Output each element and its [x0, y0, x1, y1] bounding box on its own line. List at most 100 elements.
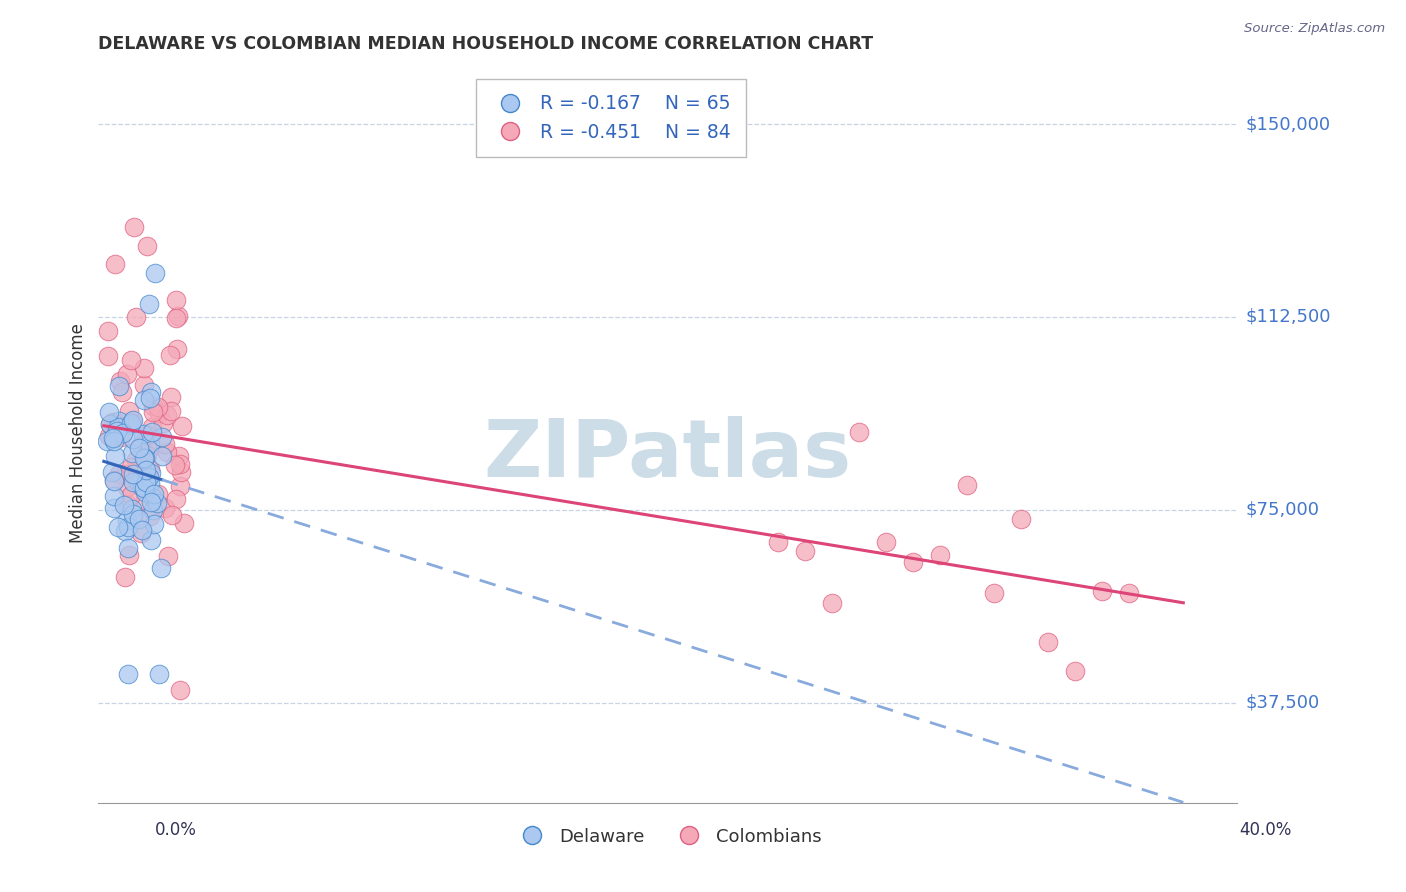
- Point: [142, 517, 165, 532]
- Text: ZIPatlas: ZIPatlas: [484, 416, 852, 494]
- Point: [97, 324, 120, 338]
- Point: [159, 348, 181, 362]
- Point: [108, 374, 131, 388]
- Point: [146, 487, 169, 501]
- Point: [127, 475, 149, 489]
- Point: [134, 493, 156, 508]
- Point: [98, 429, 121, 443]
- Point: [125, 310, 148, 324]
- Point: [120, 417, 142, 432]
- Point: [103, 473, 125, 487]
- Point: [120, 352, 142, 367]
- Point: [98, 417, 121, 432]
- Point: [148, 406, 170, 420]
- Point: [141, 419, 163, 434]
- Point: [139, 384, 162, 399]
- Point: [115, 367, 138, 381]
- Point: [117, 519, 139, 533]
- Point: [114, 467, 136, 481]
- Point: [115, 512, 138, 526]
- Point: [97, 349, 120, 363]
- Point: [956, 477, 979, 491]
- Point: [143, 266, 166, 280]
- Text: $37,500: $37,500: [1246, 694, 1320, 712]
- Point: [122, 219, 145, 234]
- Point: [1010, 511, 1032, 525]
- Point: [117, 404, 139, 418]
- Point: [120, 460, 142, 475]
- Text: $112,500: $112,500: [1246, 308, 1331, 326]
- Point: [794, 544, 817, 558]
- Point: [156, 408, 179, 422]
- Point: [160, 403, 183, 417]
- Point: [134, 451, 156, 466]
- Point: [117, 541, 139, 556]
- Point: [170, 465, 193, 479]
- Point: [107, 427, 129, 442]
- Point: [136, 239, 159, 253]
- Point: [134, 378, 156, 392]
- Y-axis label: Median Household Income: Median Household Income: [69, 323, 87, 542]
- Point: [122, 412, 145, 426]
- Text: DELAWARE VS COLOMBIAN MEDIAN HOUSEHOLD INCOME CORRELATION CHART: DELAWARE VS COLOMBIAN MEDIAN HOUSEHOLD I…: [98, 35, 873, 53]
- Point: [152, 416, 174, 430]
- Point: [128, 512, 150, 526]
- Point: [169, 682, 191, 697]
- Point: [134, 481, 156, 495]
- Point: [131, 480, 153, 494]
- Point: [156, 445, 179, 459]
- Point: [170, 419, 193, 434]
- Point: [142, 491, 165, 505]
- Point: [134, 393, 156, 408]
- Point: [173, 516, 195, 530]
- Point: [169, 479, 191, 493]
- Point: [1038, 634, 1060, 648]
- Point: [135, 463, 157, 477]
- Point: [135, 475, 157, 489]
- Point: [98, 417, 121, 431]
- Point: [153, 437, 176, 451]
- Point: [103, 434, 125, 448]
- Point: [138, 297, 160, 311]
- Point: [103, 489, 125, 503]
- Point: [1064, 664, 1087, 678]
- Point: [122, 475, 145, 489]
- Point: [101, 431, 124, 445]
- Point: [107, 519, 129, 533]
- Point: [165, 310, 187, 325]
- Point: [104, 257, 127, 271]
- Point: [111, 384, 134, 399]
- Point: [983, 586, 1005, 600]
- Point: [139, 437, 162, 451]
- Point: [117, 496, 139, 510]
- Point: [135, 428, 157, 442]
- Point: [104, 449, 127, 463]
- Text: Source: ZipAtlas.com: Source: ZipAtlas.com: [1244, 22, 1385, 36]
- Point: [135, 482, 157, 496]
- Point: [121, 446, 143, 460]
- Text: 0.0%: 0.0%: [155, 821, 197, 838]
- Point: [146, 495, 169, 509]
- Point: [138, 470, 160, 484]
- Point: [150, 430, 173, 444]
- Point: [875, 535, 897, 549]
- Point: [114, 524, 136, 539]
- Point: [121, 467, 143, 482]
- Point: [112, 499, 135, 513]
- Point: [139, 467, 162, 481]
- Point: [150, 561, 173, 575]
- Point: [142, 503, 165, 517]
- Point: [98, 405, 121, 419]
- Point: [139, 533, 162, 547]
- Point: [156, 549, 179, 563]
- Point: [142, 486, 165, 500]
- Point: [139, 494, 162, 508]
- Point: [103, 500, 125, 515]
- Point: [167, 309, 190, 323]
- Point: [105, 421, 128, 435]
- Point: [122, 507, 145, 521]
- Point: [139, 392, 162, 406]
- Point: [139, 509, 162, 524]
- Point: [117, 667, 139, 681]
- Point: [118, 548, 141, 562]
